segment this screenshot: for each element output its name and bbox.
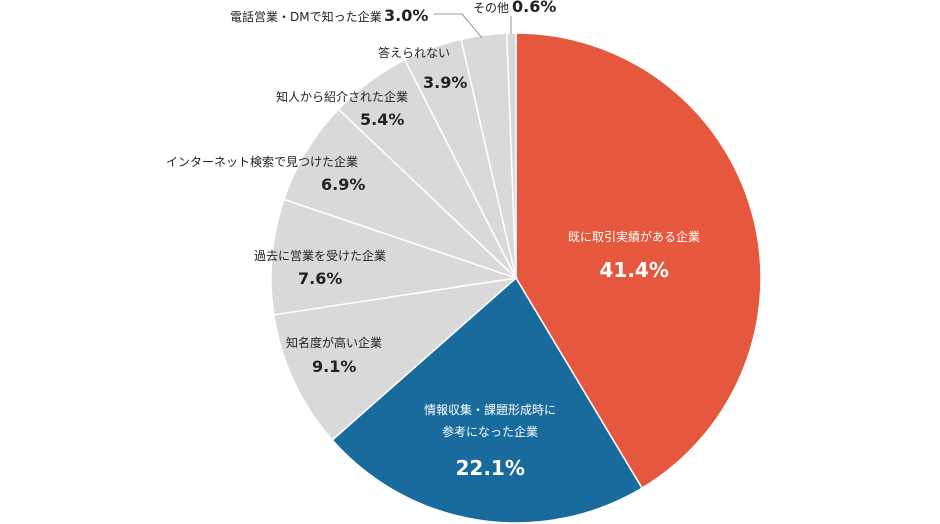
slice-label: 過去に営業を受けた企業 (254, 249, 387, 263)
slice-label: 知名度が高い企業 (286, 336, 383, 350)
pie-slice (270, 198, 517, 316)
value-label: 7.6% (298, 269, 343, 288)
slice-label: 答えられない (378, 46, 451, 60)
slice-label: 電話営業・DMで知った企業 (230, 10, 382, 24)
pie-slice (272, 276, 519, 442)
value-label: 3.9% (423, 73, 468, 92)
leader-line (434, 13, 483, 39)
slice-label: その他 (473, 1, 510, 15)
value-label: 5.4% (360, 110, 405, 129)
slice-label: 知人から紹介された企業 (276, 90, 409, 104)
value-label: 6.9% (321, 175, 366, 194)
pie-slice (331, 276, 644, 524)
value-label: 41.4% (599, 258, 669, 282)
value-label: 0.6% (512, 0, 557, 16)
pie-slice (283, 108, 517, 279)
slice-label: インターネット検索で見つけた企業 (166, 155, 359, 169)
value-label: 22.1% (455, 456, 525, 480)
value-label: 9.1% (312, 357, 357, 376)
pie-slice (515, 32, 762, 490)
slice-label: 情報収集・課題形成時に 参考になった企業 (424, 403, 557, 439)
value-label: 3.0% (384, 6, 429, 25)
slice-label: 既に取引実績がある企業 (568, 230, 701, 244)
